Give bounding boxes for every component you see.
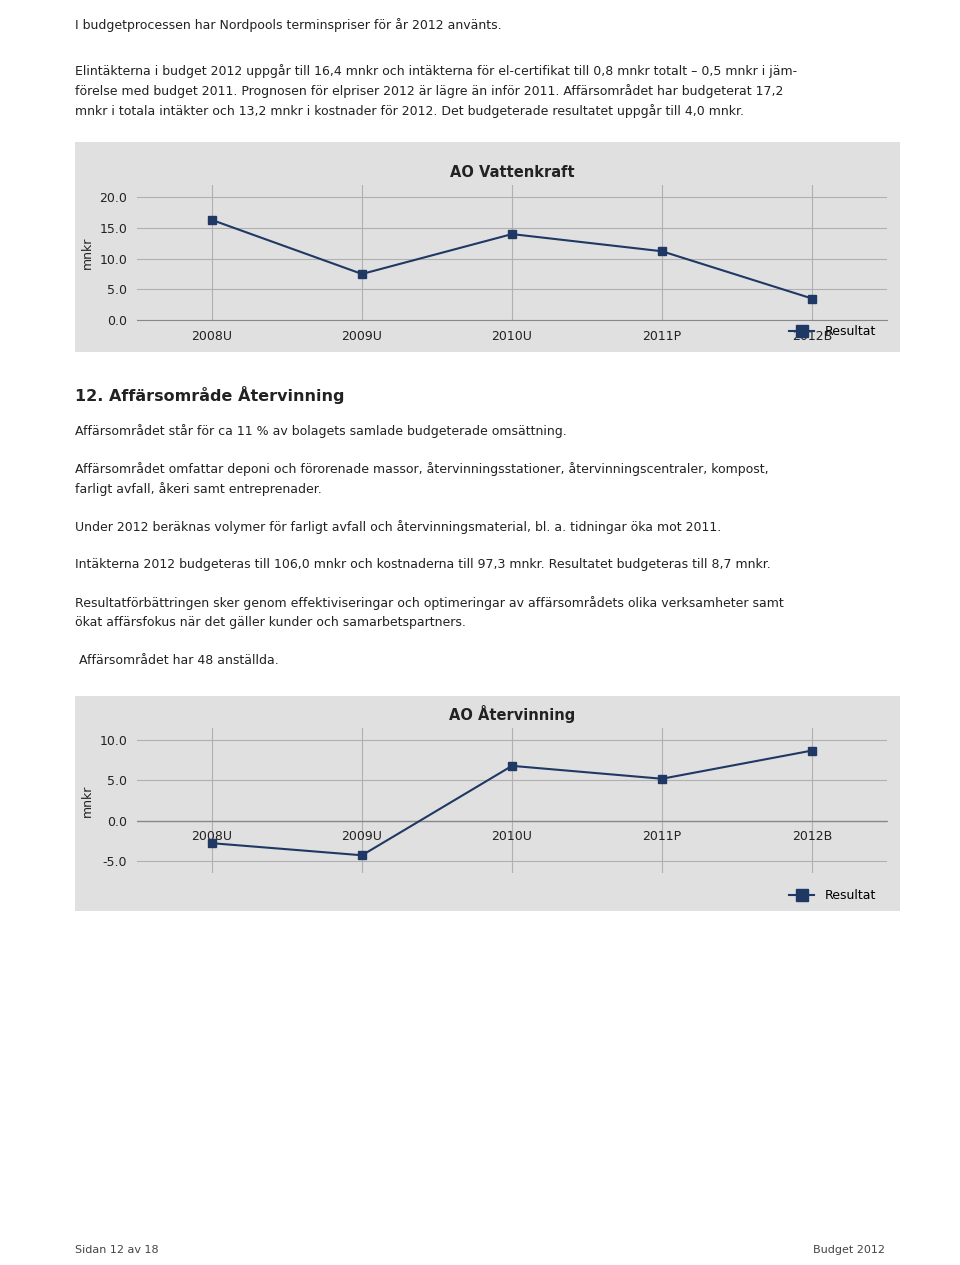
Title: AO Vattenkraft: AO Vattenkraft bbox=[449, 164, 574, 180]
Y-axis label: mnkr: mnkr bbox=[81, 237, 94, 268]
Text: mnkr i totala intäkter och 13,2 mnkr i kostnader för 2012. Det budgeterade resul: mnkr i totala intäkter och 13,2 mnkr i k… bbox=[75, 104, 744, 118]
Legend: Resultat: Resultat bbox=[784, 320, 880, 344]
Text: 12. Affärsområde Återvinning: 12. Affärsområde Återvinning bbox=[75, 386, 345, 404]
Text: Affärsområdet omfattar deponi och förorenade massor, återvinningsstationer, åter: Affärsområdet omfattar deponi och förore… bbox=[75, 462, 769, 476]
Text: farligt avfall, åkeri samt entreprenader.: farligt avfall, åkeri samt entreprenader… bbox=[75, 482, 322, 496]
Text: Under 2012 beräknas volymer för farligt avfall och återvinningsmaterial, bl. a. : Under 2012 beräknas volymer för farligt … bbox=[75, 520, 721, 534]
Text: Elintäkterna i budget 2012 uppgår till 16,4 mnkr och intäkterna för el-certifika: Elintäkterna i budget 2012 uppgår till 1… bbox=[75, 65, 797, 78]
Text: Affärsområdet har 48 anställda.: Affärsområdet har 48 anställda. bbox=[75, 654, 278, 667]
Text: Resultatförbättringen sker genom effektiviseringar och optimeringar av affärsomr: Resultatförbättringen sker genom effekti… bbox=[75, 596, 783, 610]
Y-axis label: mnkr: mnkr bbox=[81, 784, 94, 817]
Bar bbox=[75, 696, 900, 911]
Bar bbox=[75, 142, 900, 352]
Text: Intäkterna 2012 budgeteras till 106,0 mnkr och kostnaderna till 97,3 mnkr. Resul: Intäkterna 2012 budgeteras till 106,0 mn… bbox=[75, 558, 771, 571]
Title: AO Återvinning: AO Återvinning bbox=[449, 705, 575, 722]
Text: ökat affärsfokus när det gäller kunder och samarbetspartners.: ökat affärsfokus när det gäller kunder o… bbox=[75, 616, 466, 629]
Text: förelse med budget 2011. Prognosen för elpriser 2012 är lägre än inför 2011. Aff: förelse med budget 2011. Prognosen för e… bbox=[75, 83, 783, 97]
Legend: Resultat: Resultat bbox=[784, 884, 880, 907]
Text: Affärsområdet står för ca 11 % av bolagets samlade budgeterade omsättning.: Affärsområdet står för ca 11 % av bolage… bbox=[75, 424, 566, 438]
Text: Sidan 12 av 18: Sidan 12 av 18 bbox=[75, 1245, 158, 1255]
Text: I budgetprocessen har Nordpools terminspriser för år 2012 använts.: I budgetprocessen har Nordpools terminsp… bbox=[75, 18, 502, 32]
Text: Budget 2012: Budget 2012 bbox=[813, 1245, 885, 1255]
